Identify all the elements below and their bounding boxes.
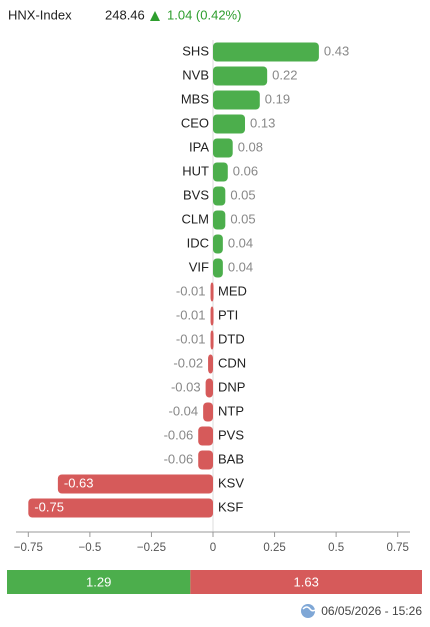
bar bbox=[213, 42, 319, 62]
category-label: SHS bbox=[182, 43, 209, 58]
value-label: -0.01 bbox=[176, 307, 206, 322]
value-label: -0.75 bbox=[34, 499, 64, 514]
category-label: HUT bbox=[182, 163, 209, 178]
bar bbox=[213, 90, 260, 110]
value-label: -0.02 bbox=[173, 355, 203, 370]
category-label: CDN bbox=[218, 355, 246, 370]
category-label: CEO bbox=[181, 115, 209, 130]
category-label: MBS bbox=[181, 91, 210, 106]
category-label: PTI bbox=[218, 307, 238, 322]
x-tick-label: −0.5 bbox=[79, 542, 102, 554]
bar bbox=[203, 402, 213, 422]
timestamp: 06/05/2026 - 15:26 bbox=[321, 604, 422, 618]
category-label: DNP bbox=[218, 379, 245, 394]
category-label: NVB bbox=[182, 67, 209, 82]
value-label: 0.22 bbox=[272, 67, 297, 82]
category-label: IDC bbox=[187, 235, 209, 250]
category-label: VIF bbox=[189, 259, 209, 274]
x-tick-label: 0.5 bbox=[328, 542, 344, 554]
value-label: 0.08 bbox=[238, 139, 263, 154]
x-tick-label: 0.75 bbox=[386, 542, 408, 554]
footer-icon bbox=[301, 604, 316, 618]
bar bbox=[208, 354, 213, 374]
value-label: 0.04 bbox=[228, 235, 253, 250]
x-tick-label: 0.25 bbox=[263, 542, 285, 554]
bar bbox=[213, 234, 223, 254]
x-tick-label: −0.25 bbox=[137, 542, 166, 554]
bar bbox=[213, 258, 223, 278]
summary-negative-label: 1.63 bbox=[294, 574, 319, 589]
bar bbox=[210, 330, 214, 350]
bar bbox=[213, 210, 226, 230]
category-label: CLM bbox=[182, 211, 209, 226]
category-label: MED bbox=[218, 283, 247, 298]
value-label: -0.01 bbox=[176, 331, 206, 346]
value-label: 0.19 bbox=[265, 91, 290, 106]
bar bbox=[213, 162, 228, 182]
value-label: -0.03 bbox=[171, 379, 201, 394]
bar bbox=[28, 498, 213, 518]
category-label: NTP bbox=[218, 403, 244, 418]
value-label: 0.05 bbox=[230, 211, 255, 226]
value-label: -0.06 bbox=[164, 427, 194, 442]
value-label: -0.63 bbox=[64, 475, 94, 490]
bar bbox=[198, 450, 213, 470]
bar bbox=[210, 306, 214, 326]
value-label: -0.04 bbox=[169, 403, 199, 418]
bar bbox=[213, 138, 233, 158]
summary-positive-label: 1.29 bbox=[86, 574, 111, 589]
value-label: 0.13 bbox=[250, 115, 275, 130]
category-label: KSV bbox=[218, 475, 244, 490]
summary-negative bbox=[190, 570, 422, 594]
value-label: 0.06 bbox=[233, 163, 258, 178]
bar bbox=[57, 474, 213, 494]
bar bbox=[213, 66, 268, 86]
x-tick-label: 0 bbox=[210, 542, 216, 554]
bar bbox=[205, 378, 213, 398]
bar bbox=[213, 114, 246, 134]
category-label: IPA bbox=[189, 139, 209, 154]
bar bbox=[210, 282, 214, 302]
summary-positive bbox=[7, 570, 191, 594]
value-label: -0.06 bbox=[164, 451, 194, 466]
value-label: 0.04 bbox=[228, 259, 253, 274]
category-label: PVS bbox=[218, 427, 244, 442]
value-label: -0.01 bbox=[176, 283, 206, 298]
category-label: BVS bbox=[183, 187, 209, 202]
index-change: 1.04 (0.42%) bbox=[167, 7, 241, 22]
x-tick-label: −0.75 bbox=[14, 542, 43, 554]
index-name: HNX-Index bbox=[8, 7, 72, 22]
category-label: DTD bbox=[218, 331, 245, 346]
index-value: 248.46 bbox=[105, 7, 145, 22]
category-label: KSF bbox=[218, 499, 243, 514]
up-arrow bbox=[150, 11, 160, 21]
bar bbox=[213, 186, 226, 206]
value-label: 0.43 bbox=[324, 43, 349, 58]
bar bbox=[198, 426, 213, 446]
category-label: BAB bbox=[218, 451, 244, 466]
value-label: 0.05 bbox=[230, 187, 255, 202]
